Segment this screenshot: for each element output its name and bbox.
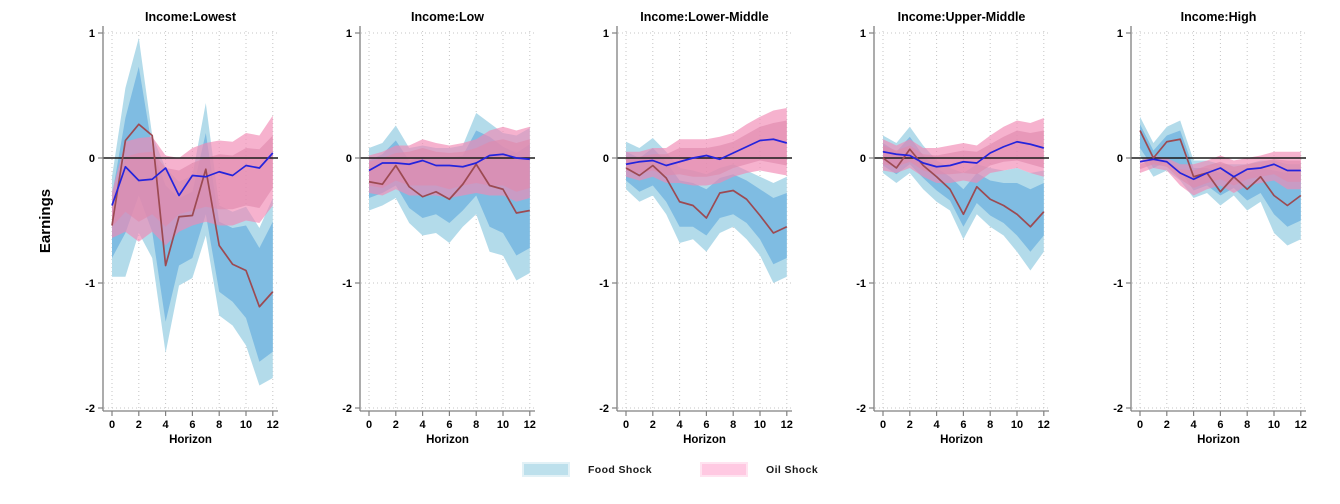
x-tick-label: 4: [677, 419, 684, 431]
food-shock-line: [882, 140, 1045, 168]
x-tick-label: 4: [1191, 419, 1198, 431]
x-tick-label: 8: [216, 419, 222, 431]
x-tick-label: 6: [189, 419, 195, 431]
oil-shock-line: [625, 164, 788, 234]
food-shock-line: [1139, 158, 1301, 181]
y-tick-label: 0: [603, 153, 609, 165]
x-tick-label: 6: [960, 419, 966, 431]
x-tick-label: 0: [623, 419, 629, 431]
y-tick-label: -1: [1113, 278, 1123, 290]
x-tick-label: 2: [650, 419, 656, 431]
pink-band-inner: [626, 120, 787, 177]
pink-band-inner: [1140, 159, 1301, 188]
x-tick-label: 8: [473, 419, 479, 431]
y-tick-label: -1: [599, 278, 609, 290]
x-tick-label: 0: [1137, 419, 1143, 431]
y-tick-label: -1: [342, 278, 352, 290]
x-axis-label: Horizon: [426, 434, 469, 446]
y-tick-label: 1: [89, 28, 95, 40]
oil-shock-line: [111, 123, 274, 308]
x-tick-label: 12: [781, 419, 793, 431]
x-tick-label: 12: [1295, 419, 1307, 431]
x-tick-label: 10: [497, 419, 509, 431]
y-tick-label: -2: [1113, 403, 1123, 415]
y-tick-label: -1: [856, 278, 866, 290]
y-tick-label: -1: [85, 278, 95, 290]
x-tick-label: 10: [240, 419, 252, 431]
legend-item-food-shock: Food Shock: [521, 462, 653, 477]
x-tick-label: 0: [109, 419, 115, 431]
x-tick-label: 4: [163, 419, 170, 431]
food-shock-swatch: [521, 462, 570, 477]
x-axis-label: Horizon: [940, 434, 983, 446]
x-tick-label: 8: [730, 419, 736, 431]
legend-item-oil-shock: Oil Shock: [700, 462, 818, 477]
y-tick-label: 0: [89, 153, 95, 165]
x-tick-label: 6: [1217, 419, 1223, 431]
x-tick-label: 2: [1164, 419, 1170, 431]
oil-shock-line: [882, 148, 1045, 228]
food-shock-line: [368, 153, 530, 172]
y-tick-label: 1: [346, 28, 352, 40]
x-tick-label: 10: [1268, 419, 1280, 431]
food-shock-line: [111, 152, 274, 206]
panel-title: Income:Lower-Middle: [640, 10, 769, 24]
y-tick-label: 1: [860, 28, 866, 40]
x-axis-label: Horizon: [169, 434, 212, 446]
x-tick-label: 8: [1244, 419, 1250, 431]
x-tick-label: 10: [754, 419, 766, 431]
x-tick-label: 2: [136, 419, 142, 431]
food-shock-line: [625, 138, 788, 167]
x-tick-label: 12: [1038, 419, 1050, 431]
x-tick-label: 8: [987, 419, 993, 431]
x-tick-label: 4: [420, 419, 427, 431]
x-tick-label: 6: [703, 419, 709, 431]
y-tick-label: 0: [1117, 153, 1123, 165]
y-tick-label: 0: [346, 153, 352, 165]
x-tick-label: 12: [267, 419, 279, 431]
y-tick-label: -2: [342, 403, 352, 415]
oil-shock-swatch: [700, 462, 749, 477]
x-tick-label: 2: [393, 419, 399, 431]
y-tick-label: 0: [860, 153, 866, 165]
x-tick-label: 12: [524, 419, 536, 431]
oil-shock-line: [368, 163, 530, 214]
y-tick-label: 1: [603, 28, 609, 40]
legend: Food Shock Oil Shock: [0, 462, 1340, 477]
oil-shock-line: [1139, 130, 1302, 207]
x-axis-label: Horizon: [683, 434, 726, 446]
y-tick-label: -2: [599, 403, 609, 415]
panel-income-upper-middle: 10-1-20 2 4 6 8 10 12Income:Upper-MiddleHorizo…: [856, 10, 1050, 446]
x-tick-label: 4: [934, 419, 941, 431]
x-tick-label: 6: [446, 419, 452, 431]
food-shock-label: Food Shock: [587, 463, 653, 476]
x-tick-label: 0: [880, 419, 886, 431]
x-tick-label: 0: [366, 419, 372, 431]
x-tick-label: 10: [1011, 419, 1023, 431]
y-tick-label: -2: [856, 403, 866, 415]
panel-title: Income:Upper-Middle: [898, 10, 1026, 24]
panel-title: Income:High: [1181, 10, 1257, 24]
y-tick-label: -2: [85, 403, 95, 415]
panel-title: Income:Low: [411, 10, 484, 24]
panel-title: Income:Lowest: [145, 10, 237, 24]
x-tick-label: 2: [907, 419, 913, 431]
x-axis-label: Horizon: [1197, 434, 1240, 446]
y-tick-label: 1: [1117, 28, 1123, 40]
panel-income-lower-middle: 10-1-20 2 4 6 8 10 12Income:Lower-MiddleHorizo…: [599, 10, 793, 446]
oil-shock-label: Oil Shock: [766, 463, 819, 476]
